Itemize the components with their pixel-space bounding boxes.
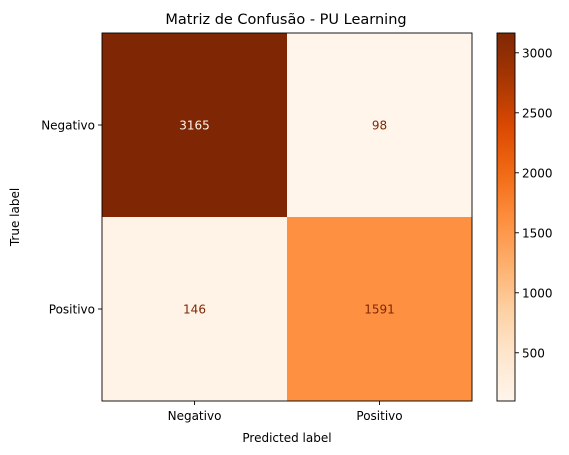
x-axis-ticks: Negativo Positivo [168, 401, 403, 423]
heatmap-value-labels: 3165 98 146 1591 [179, 119, 395, 317]
heatmap-cell [287, 217, 473, 402]
colorbar-tick-label: 1000 [522, 286, 553, 300]
colorbar-tick-label: 2000 [522, 166, 553, 180]
heatmap-cells [102, 33, 473, 402]
colorbar-tick-label: 1500 [522, 226, 553, 240]
y-tick-label: Negativo [41, 119, 95, 133]
y-axis-ticks: Negativo Positivo [41, 119, 102, 317]
y-tick-label: Positivo [49, 303, 95, 317]
colorbar-tick-label: 3000 [522, 46, 553, 60]
cell-value-label: 146 [183, 303, 206, 317]
heatmap-cell [102, 217, 288, 402]
y-axis-label: True label [8, 188, 22, 247]
x-tick-label: Positivo [356, 409, 402, 423]
colorbar-tick-label: 500 [522, 346, 545, 360]
plot-frame [101, 32, 473, 402]
colorbar-tick-label: 2500 [522, 106, 553, 120]
chart-title: Matriz de Confusão - PU Learning [165, 12, 406, 28]
cell-value-label: 3165 [179, 119, 210, 133]
cell-value-label: 1591 [364, 303, 395, 317]
heatmap-cell [102, 33, 288, 218]
colorbar [496, 32, 516, 402]
cell-value-label: 98 [372, 119, 387, 133]
x-tick-label: Negativo [168, 409, 222, 423]
x-axis-label: Predicted label [242, 431, 331, 445]
heatmap-cell [287, 33, 473, 218]
colorbar-ticks: 500 1000 1500 2000 2500 3000 [515, 46, 553, 360]
